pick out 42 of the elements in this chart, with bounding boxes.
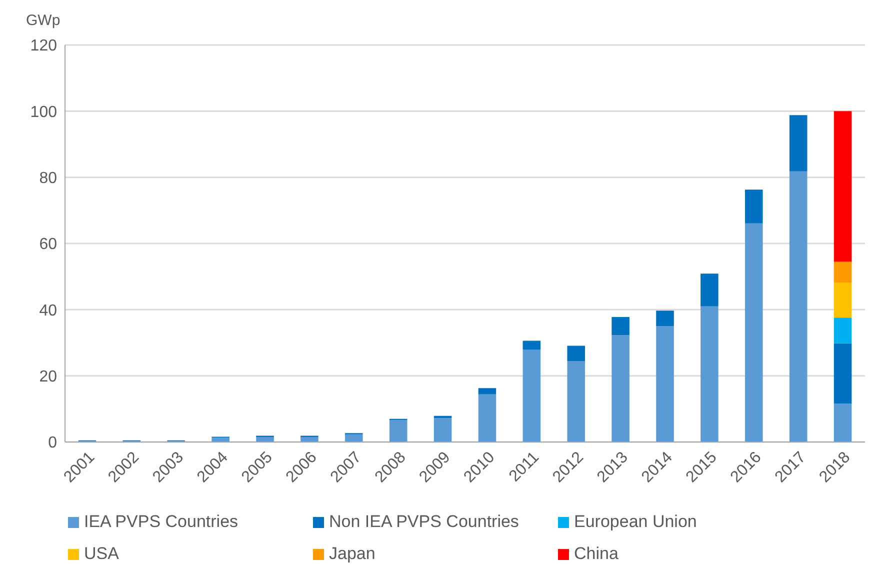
bar — [434, 418, 452, 442]
legend-label: China — [574, 544, 618, 564]
bar — [834, 404, 852, 442]
bar — [789, 171, 808, 442]
y-tick-label: 100 — [30, 104, 58, 121]
bar — [834, 282, 852, 318]
bar — [256, 437, 274, 442]
bar — [389, 420, 408, 442]
legend-label: Non IEA PVPS Countries — [329, 512, 519, 532]
bar — [656, 326, 674, 442]
legend-label: Japan — [329, 544, 376, 564]
y-tick-label: 60 — [39, 236, 58, 254]
bar — [300, 437, 318, 442]
y-tick-label: 80 — [39, 170, 58, 188]
bar — [834, 318, 852, 344]
bar — [789, 115, 808, 172]
bar — [834, 343, 852, 404]
bar — [522, 350, 541, 442]
y-tick-label: 20 — [39, 368, 58, 386]
bar — [834, 262, 852, 283]
legend-label: IEA PVPS Countries — [84, 512, 238, 532]
y-tick-label: 0 — [48, 434, 58, 452]
legend-label: European Union — [574, 512, 697, 532]
bar — [745, 223, 763, 442]
legend-label: USA — [84, 544, 119, 564]
y-axis-title: GWp — [26, 12, 60, 29]
bar — [745, 190, 763, 224]
bar — [478, 394, 496, 442]
bar — [612, 335, 630, 442]
bar — [212, 438, 230, 442]
bar — [567, 361, 585, 442]
y-tick-label: 40 — [39, 302, 58, 320]
y-tick-label: 120 — [30, 38, 58, 55]
bar — [522, 340, 541, 350]
bar — [567, 346, 585, 362]
bar — [478, 388, 496, 394]
bar — [612, 316, 630, 336]
bar — [700, 274, 718, 306]
bar — [700, 306, 718, 442]
bar — [656, 310, 674, 326]
bar — [345, 434, 363, 442]
bar — [834, 111, 852, 262]
